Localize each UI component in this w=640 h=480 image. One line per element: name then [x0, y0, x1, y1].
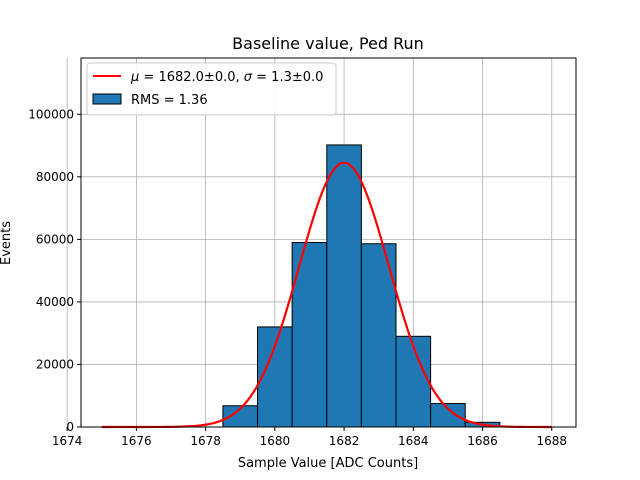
histogram-bar-7	[326, 144, 362, 428]
y-tick-label-2: 40000	[36, 295, 74, 309]
x-tick-label-4: 1682	[329, 434, 360, 448]
x-tick-label-2: 1678	[190, 434, 221, 448]
chart-title: Baseline value, Ped Run	[232, 34, 424, 53]
x-tick-label-5: 1684	[398, 434, 429, 448]
legend-sigma-text: = 1.3±0.0	[252, 70, 323, 85]
x-axis-label: Sample Value [ADC Counts]	[238, 456, 418, 471]
y-tick-label-5: 100000	[28, 107, 74, 121]
legend-sigma-symbol: σ	[244, 70, 253, 85]
legend: μ = 1682.0±0.0, σ = 1.3±0.0 RMS = 1.36	[86, 62, 337, 116]
y-axis-ticks: 0 20000 40000 60000 80000 100000	[28, 107, 81, 434]
y-axis-label: Events	[0, 221, 14, 265]
x-tick-label-1: 1676	[121, 434, 152, 448]
plot-frame	[80, 57, 577, 428]
y-tick-label-0: 0	[66, 420, 74, 434]
x-tick-label-3: 1680	[260, 434, 291, 448]
legend-hist-label: RMS = 1.36	[131, 93, 208, 108]
legend-fit-label: μ = 1682.0±0.0, σ = 1.3±0.0	[130, 70, 323, 85]
x-tick-label-7: 1688	[536, 434, 567, 448]
histogram-bar-9	[395, 335, 432, 428]
legend-mu-symbol: μ	[130, 70, 139, 85]
y-tick-label-1: 20000	[36, 357, 74, 371]
y-tick-label-4: 80000	[36, 170, 74, 184]
y-tick-label-3: 60000	[36, 232, 74, 246]
x-tick-label-0: 1674	[52, 434, 83, 448]
x-tick-label-6: 1686	[467, 434, 498, 448]
legend-hist-swatch	[92, 93, 122, 105]
x-axis-ticks: 1674 1676 1678 1680 1682 1684 1686 1688	[52, 427, 567, 448]
legend-box	[86, 62, 337, 116]
legend-mu-text: = 1682.0±0.0,	[139, 70, 243, 85]
